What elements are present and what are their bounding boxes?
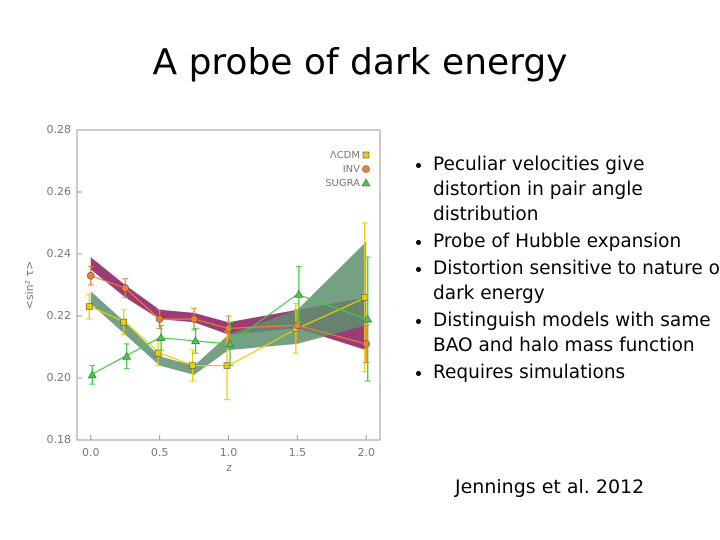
- point: [122, 351, 132, 360]
- x-tick-label: 0.0: [82, 446, 100, 459]
- legend-marker: [362, 165, 370, 173]
- bullet: Peculiar velocities give distortion in p…: [433, 152, 720, 227]
- point: [120, 318, 128, 326]
- point: [190, 315, 198, 323]
- x-axis-label: z: [226, 461, 232, 474]
- y-tick-label: 0.22: [47, 309, 72, 322]
- point: [155, 315, 164, 323]
- point: [293, 321, 302, 330]
- point: [362, 340, 371, 348]
- point: [86, 271, 95, 280]
- point: [156, 333, 166, 342]
- x-tick-label: 1.0: [220, 446, 238, 459]
- legend-marker: [362, 151, 370, 159]
- legend-label: INV: [343, 164, 360, 175]
- slide-title: A probe of dark energy: [152, 42, 568, 83]
- bullet: Distinguish models with same BAO and hal…: [433, 308, 720, 358]
- point: [225, 339, 235, 348]
- bullet: Probe of Hubble expansion: [433, 229, 720, 254]
- bullet: Distortion sensitive to nature of dark e…: [433, 256, 720, 306]
- point: [189, 362, 196, 369]
- point: [87, 370, 97, 379]
- y-tick-label: 0.20: [47, 371, 72, 384]
- point: [85, 303, 93, 311]
- point: [121, 284, 130, 292]
- legend-label: ΛCDM: [330, 150, 360, 161]
- point: [294, 289, 304, 298]
- point: [154, 349, 162, 357]
- y-tick-label: 0.26: [47, 185, 72, 198]
- legend-marker: [361, 178, 371, 187]
- point: [363, 314, 373, 323]
- band: [90, 241, 367, 375]
- y-axis-label: <sin² τ>: [23, 261, 36, 310]
- y-tick-label: 0.28: [47, 123, 72, 136]
- point: [361, 294, 369, 301]
- point: [191, 336, 201, 345]
- chart: z <sin² τ> 0.18 0.20 0.22 0.24 0.26 0.28 0.0 0.…: [23, 123, 381, 474]
- point: [224, 324, 233, 333]
- y-tick-label: 0.18: [47, 433, 72, 446]
- bullet-list: Peculiar velocities give distortion in p…: [405, 152, 720, 387]
- bullet: Requires simulations: [433, 360, 720, 385]
- x-tick-label: 2.0: [357, 446, 375, 459]
- x-tick-label: 0.5: [151, 446, 169, 459]
- citation: Jennings et al. 2012: [455, 476, 645, 498]
- legend-label: SUGRA: [325, 178, 360, 189]
- x-tick-label: 1.5: [289, 446, 307, 459]
- y-tick-label: 0.24: [47, 247, 72, 260]
